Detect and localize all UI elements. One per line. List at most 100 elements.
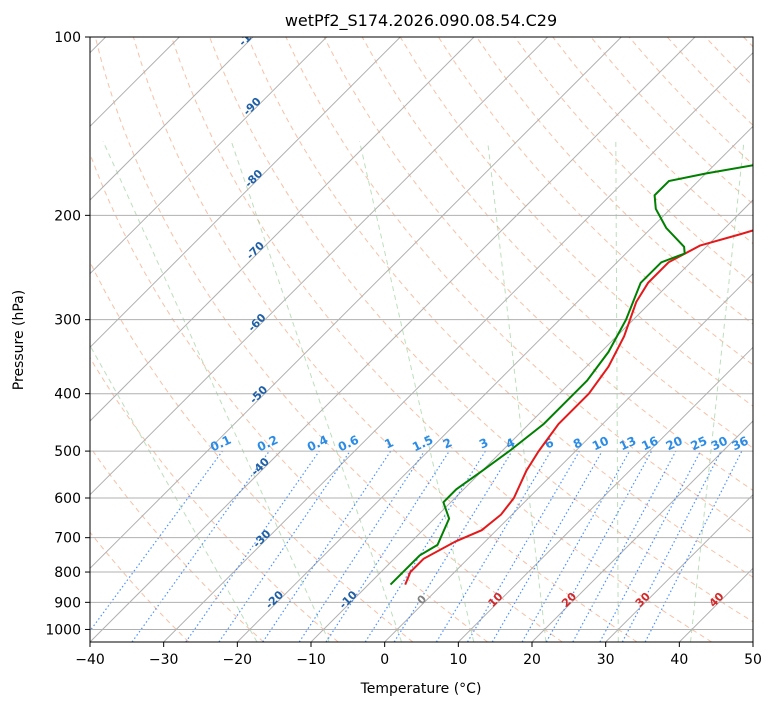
dry-adiabat	[476, 37, 753, 325]
isotherm-line	[310, 199, 753, 642]
x-tick-label: 30	[597, 652, 615, 668]
isotherm-line	[678, 567, 753, 642]
mixing-ratio-label: 3	[477, 435, 490, 451]
dry-adiabat	[361, 37, 753, 449]
isotherm-label: -90	[241, 95, 264, 118]
mixing-ratio-line	[298, 450, 425, 642]
y-axis-label: Pressure (hPa)	[11, 290, 27, 390]
isotherm-line	[605, 493, 753, 642]
mixing-ratio-label: 25	[688, 434, 709, 454]
y-tick-label: 600	[54, 491, 81, 507]
mixing-ratio-label: 1	[382, 435, 395, 451]
isotherm-line	[384, 272, 753, 642]
dry-adiabat	[514, 37, 753, 285]
moist-adiabat	[487, 141, 547, 642]
isotherm-line	[90, 37, 696, 642]
mixing-ratio-label: 30	[709, 434, 730, 454]
mixing-ratio-label: 20	[664, 434, 685, 454]
mixing-ratio-line	[393, 450, 513, 642]
mixing-ratio-line	[521, 450, 631, 642]
isotherm-label: -70	[244, 239, 267, 262]
y-tick-label: 700	[54, 531, 81, 547]
x-tick-label: −10	[296, 652, 326, 668]
dry-adiabat	[171, 37, 712, 642]
isotherm-line	[457, 346, 753, 642]
x-tick-label: 10	[449, 652, 467, 668]
plot-frame	[89, 36, 754, 643]
dry-adiabat	[94, 37, 563, 642]
dry-adiabat	[209, 37, 753, 623]
moist-adiabat	[90, 344, 258, 642]
moist-adiabat	[615, 141, 619, 642]
temperature-profile-line	[404, 229, 753, 585]
y-axis-ticks: 100 200 300 400 500 600 700 800 900 1000	[45, 30, 90, 638]
x-tick-label: 0	[380, 652, 389, 668]
dry-adiabat	[90, 446, 264, 642]
mixing-ratio-line	[572, 450, 677, 642]
dry-adiabat	[743, 37, 753, 48]
dry-adiabat	[90, 152, 488, 642]
x-axis-ticks: −40 −30 −20 −10 0 10 20 30 40 50	[75, 642, 762, 668]
dry-adiabat	[90, 356, 339, 642]
mixing-ratio-label: 36	[730, 434, 751, 454]
y-tick-label: 800	[54, 565, 81, 581]
dry-adiabat	[399, 37, 753, 407]
y-tick-label: 100	[54, 30, 81, 46]
isotherm-line	[90, 37, 254, 201]
isotherm-label: -30	[250, 527, 273, 550]
isotherm-line	[236, 125, 753, 642]
y-tick-label: 300	[54, 313, 81, 329]
isotherm-line	[90, 37, 549, 496]
isotherm-label: -50	[247, 383, 270, 406]
x-axis-label: Temperature (°C)	[360, 681, 482, 697]
y-tick-label: 200	[54, 208, 81, 224]
y-tick-label: 900	[54, 595, 81, 611]
x-tick-label: 50	[744, 652, 762, 668]
x-tick-label: −20	[223, 652, 253, 668]
dewpoint-profile-line	[389, 164, 753, 586]
background-lines	[90, 37, 753, 642]
mixing-ratio-line	[262, 450, 392, 642]
mixing-ratio-label: 8	[571, 435, 584, 451]
chart-title: wetPf2_S174.2026.090.08.54.C29	[285, 11, 557, 31]
mixing-ratio-line	[218, 450, 351, 642]
mixing-ratio-label: 10	[590, 434, 611, 454]
mixing-ratio-line	[491, 450, 603, 642]
isotherm-label: 40	[707, 590, 727, 610]
isotherm-line	[90, 37, 328, 275]
mixing-ratio-line	[545, 450, 653, 642]
dry-adiabat	[90, 531, 190, 642]
y-tick-label: 1000	[45, 622, 81, 638]
mixing-ratio-line	[435, 450, 552, 642]
isotherm-label: -40	[249, 455, 272, 478]
mixing-ratio-line	[466, 450, 580, 642]
dry-adiabat	[247, 37, 753, 578]
isotherm-line	[163, 51, 753, 642]
dry-adiabat	[704, 37, 753, 87]
mixing-ratio-line	[90, 450, 223, 632]
dry-adiabat	[90, 260, 414, 642]
mixing-ratio-label: 13	[617, 434, 638, 454]
dry-adiabat	[666, 37, 753, 126]
dry-adiabat	[552, 37, 753, 245]
dry-adiabat	[437, 37, 753, 366]
data-series	[389, 164, 753, 586]
isotherm-line	[90, 37, 401, 349]
mixing-ratio-line	[364, 450, 486, 642]
mixing-ratio-label: 2	[441, 435, 454, 451]
dry-adiabat	[590, 37, 753, 205]
x-tick-label: 20	[523, 652, 541, 668]
mixing-ratio-line	[325, 450, 450, 642]
isotherm-label: -10	[337, 588, 360, 611]
x-tick-label: −40	[75, 652, 105, 668]
x-tick-label: −30	[149, 652, 179, 668]
isotherm-label: -60	[245, 311, 268, 334]
isotherm-label: 20	[559, 590, 579, 610]
isotherm-line	[90, 37, 622, 570]
mixing-ratio-line	[599, 450, 702, 642]
isotherm-label: -100	[236, 20, 265, 49]
mixing-ratio-line	[185, 450, 320, 642]
x-tick-label: 40	[670, 652, 688, 668]
y-tick-label: 500	[54, 444, 81, 460]
